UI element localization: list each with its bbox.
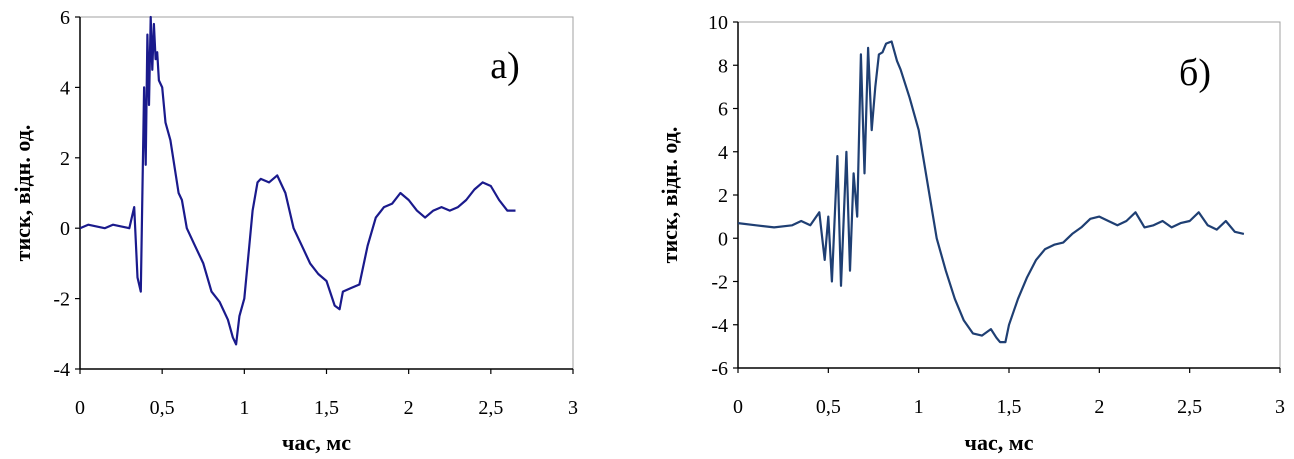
y-tick-label-b: 4 — [718, 142, 728, 164]
chart-panel-a: -4 -2 0 2 4 6 0 0,5 1 1,5 2 2,5 3 час, мс тиск, відн. … — [10, 7, 578, 455]
y-tick-label-a: 2 — [60, 148, 70, 170]
x-tick-label-b: 3 — [1275, 396, 1285, 418]
y-tick-label-a: -4 — [53, 359, 70, 381]
y-tick-label-a: 6 — [60, 7, 70, 29]
x-tick-label-b: 0,5 — [816, 396, 841, 418]
y-tick-label-b: 0 — [718, 228, 728, 250]
y-tick-label-b: 2 — [718, 185, 728, 207]
y-tick-label-a: 4 — [60, 77, 70, 99]
y-tick-label-b: -6 — [711, 358, 728, 380]
y-tick-label-b: 10 — [708, 12, 728, 34]
x-tick-label-a: 2 — [404, 397, 414, 419]
x-axis-title-b: час, мс — [965, 430, 1034, 455]
panel-label-a: а) — [490, 45, 520, 87]
x-tick-label-b: 1,5 — [997, 396, 1022, 418]
x-tick-label-b: 2,5 — [1177, 396, 1202, 418]
panel-label-b: б) — [1179, 52, 1211, 94]
x-tick-label-a: 0 — [75, 397, 85, 419]
x-tick-label-a: 1 — [239, 397, 249, 419]
y-tick-label-a: -2 — [53, 289, 70, 311]
x-tick-label-b: 0 — [733, 396, 743, 418]
x-axis-title-a: час, мс — [282, 430, 351, 455]
x-tick-label-b: 2 — [1094, 396, 1104, 418]
x-tick-label-a: 1,5 — [314, 397, 339, 419]
chart-panel-b: -6 -4 -2 0 2 4 6 8 10 0 0,5 1 1,5 2 2,5 3 час, мс тиск, в… — [657, 12, 1285, 455]
x-tick-label-b: 1 — [914, 396, 924, 418]
x-tick-label-a: 2,5 — [478, 397, 503, 419]
series-line-a — [79, 15, 516, 346]
y-axis-title-a: тиск, відн. од. — [10, 125, 35, 262]
y-tick-label-b: -2 — [711, 272, 728, 294]
y-tick-label-a: 0 — [60, 218, 70, 240]
series-line-b — [737, 40, 1245, 344]
x-tick-label-a: 3 — [568, 397, 578, 419]
y-tick-label-b: 6 — [718, 99, 728, 121]
y-tick-label-b: -4 — [711, 315, 728, 337]
y-axis-title-b: тиск, відн. од. — [657, 127, 682, 264]
y-tick-label-b: 8 — [718, 55, 728, 77]
x-tick-label-a: 0,5 — [150, 397, 175, 419]
